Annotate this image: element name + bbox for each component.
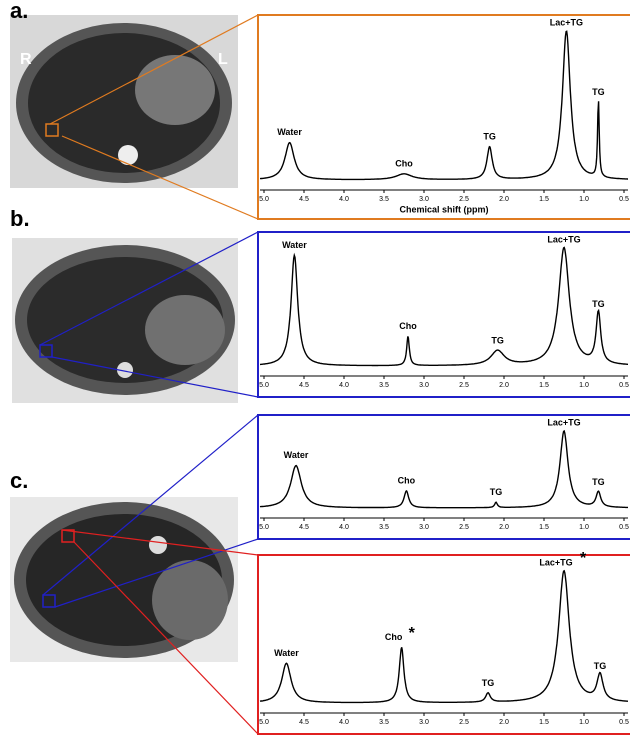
panel-label: a. [10, 0, 28, 23]
x-tick-label: 2.0 [499, 196, 509, 203]
peak-label: TG [482, 678, 495, 688]
side-label: L [218, 51, 228, 68]
spectrum-line [260, 30, 628, 181]
peak-label: Water [277, 127, 302, 137]
zoom-line [61, 135, 259, 220]
peak-label: Lac+TG [539, 557, 572, 567]
mri-a [10, 15, 238, 188]
x-tick-label: 2.0 [499, 382, 509, 389]
mri-c [10, 497, 238, 662]
x-tick-label: 0.5 [619, 382, 629, 389]
x-tick-label: 3.0 [419, 382, 429, 389]
x-tick-label: 1.0 [579, 719, 589, 726]
x-tick-label: 2.5 [459, 524, 469, 531]
frame [257, 231, 630, 398]
peak-label: TG [490, 487, 503, 497]
x-tick-label: 2.5 [459, 196, 469, 203]
x-tick-label: 4.0 [339, 524, 349, 531]
panel-label: c. [10, 468, 28, 493]
peak-label: Lac+TG [550, 17, 583, 27]
zoom-line [39, 231, 259, 346]
frame [257, 554, 630, 735]
peak-label: TG [592, 299, 605, 309]
zoom-line [73, 541, 259, 735]
x-tick-label: 0.5 [619, 524, 629, 531]
peak-label: Lac+TG [547, 417, 580, 427]
x-tick-label: 3.5 [379, 382, 389, 389]
x-tick-label: 4.0 [339, 196, 349, 203]
x-tick-label: 1.5 [539, 719, 549, 726]
x-tick-label: 0.5 [619, 196, 629, 203]
peak-label: Cho [399, 321, 417, 331]
x-tick-label: 3.0 [419, 524, 429, 531]
peak-marker: * [409, 625, 416, 642]
x-tick-label: 3.0 [419, 719, 429, 726]
x-tick-label: 4.5 [299, 524, 309, 531]
x-tick-label: 3.5 [379, 719, 389, 726]
peak-label: TG [594, 661, 607, 671]
roi-box [45, 123, 59, 137]
x-tick-label: 1.0 [579, 196, 589, 203]
x-tick-label: 3.5 [379, 196, 389, 203]
frame [257, 414, 630, 540]
peak-label: TG [592, 477, 605, 487]
peak-label: Water [284, 450, 309, 460]
mri-b [12, 238, 238, 403]
x-tick-label: 5.0 [259, 719, 269, 726]
panel-label: b. [10, 206, 30, 231]
spectrum-line [260, 246, 628, 367]
x-tick-label: 5.0 [259, 382, 269, 389]
x-tick-label: 2.5 [459, 382, 469, 389]
x-tick-label: 2.0 [499, 719, 509, 726]
x-axis-label: Chemical shift (ppm) [399, 204, 488, 214]
x-tick-label: 5.0 [259, 196, 269, 203]
peak-marker: * [580, 550, 587, 567]
x-tick-label: 1.5 [539, 382, 549, 389]
roi-box [42, 594, 56, 608]
x-tick-label: 4.0 [339, 382, 349, 389]
x-tick-label: 3.0 [419, 196, 429, 203]
x-tick-label: 1.0 [579, 524, 589, 531]
zoom-line [49, 14, 259, 125]
spectrum-line [259, 429, 628, 509]
x-tick-label: 2.5 [459, 719, 469, 726]
peak-label: Water [282, 240, 307, 250]
x-tick-label: 1.5 [539, 524, 549, 531]
side-label: R [20, 51, 32, 68]
x-tick-label: 1.5 [539, 196, 549, 203]
x-tick-label: 4.5 [299, 382, 309, 389]
frame [257, 14, 630, 220]
peak-label: Water [274, 648, 299, 658]
x-tick-label: 2.0 [499, 524, 509, 531]
x-tick-label: 4.5 [299, 719, 309, 726]
peak-label: Cho [385, 632, 403, 642]
peak-label: TG [592, 87, 605, 97]
zoom-line [51, 356, 259, 398]
peak-label: Lac+TG [547, 234, 580, 244]
x-tick-label: 1.0 [579, 382, 589, 389]
peak-label: TG [491, 336, 504, 346]
roi-box [39, 344, 53, 358]
zoom-line [61, 529, 259, 556]
peak-label: Cho [395, 158, 413, 168]
x-tick-label: 3.5 [379, 524, 389, 531]
roi-box [61, 529, 75, 543]
x-tick-label: 4.5 [299, 196, 309, 203]
peak-label: Cho [398, 475, 416, 485]
x-tick-label: 4.0 [339, 719, 349, 726]
peak-label: TG [483, 132, 496, 142]
spectrum-line [259, 569, 628, 704]
x-tick-label: 0.5 [619, 719, 629, 726]
x-tick-label: 5.0 [259, 524, 269, 531]
zoom-line [42, 414, 259, 596]
